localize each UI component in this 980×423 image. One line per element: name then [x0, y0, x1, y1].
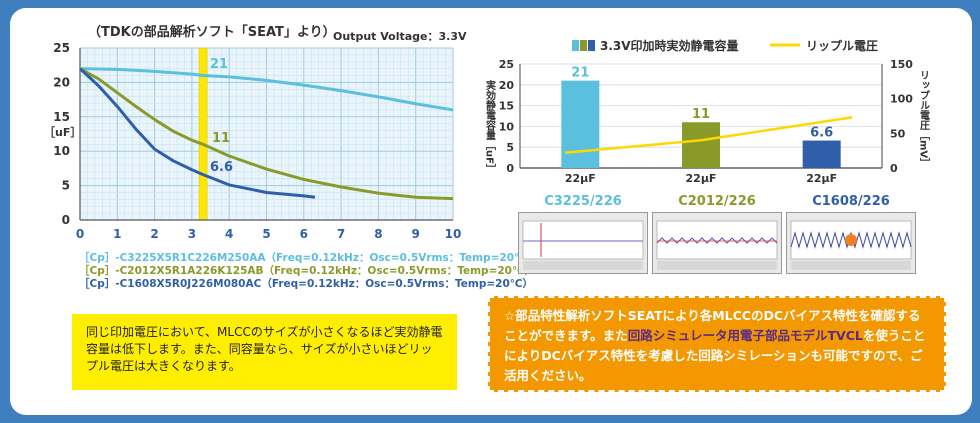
left-chart-series: 21 11 6.6: [78, 57, 454, 201]
note-seat-text-2: を使うことによりDCバイアス特性を考慮した回路シミレーションも可能ですので、ご活…: [504, 328, 926, 383]
x-tick-label: 5: [262, 227, 270, 241]
y-tick-label: 25: [53, 41, 70, 55]
x-tick-label: 4: [225, 227, 233, 241]
note-seat-software: ☆部品特性解析ソフトSEATにより各MLCCのDCバイアス特性を確認することがで…: [488, 296, 946, 392]
x-tick-label: 10: [445, 227, 462, 241]
legend-c2012: ［Cp］-C2012X5R1A226K125AB（Freq=0.12kHz：Os…: [79, 264, 535, 277]
series-line-1: [79, 67, 454, 201]
y-tick-label: 10: [53, 144, 70, 158]
left-chart-title: （TDKの部品解析ソフト「SEAT」より）: [88, 24, 336, 40]
x-tick-label: 2: [150, 227, 158, 241]
note-seat-link-tvcl[interactable]: 回路シミュレータ用電子部品モデルTVCL: [627, 328, 863, 343]
x-tick-label: 3: [188, 227, 196, 241]
series-value-label: 21: [210, 57, 228, 72]
series-value-label: 11: [212, 131, 230, 146]
scope-title-c1608: C1608/226: [812, 194, 890, 209]
x-tick-label: 6: [300, 227, 308, 241]
output-voltage-label: Output Voltage：3.3V: [333, 30, 467, 43]
left-chart-ticks: 0 1 2 3 4 5 6 7 8 9 10 0 5 10 15 20 25: [53, 41, 461, 241]
note-size-effect-text: 同じ印加電圧において、MLCCのサイズが小さくなるほど実効静電容量は低下します。…: [86, 325, 443, 373]
waveform-c1608: [790, 220, 912, 270]
scope-title-c2012: C2012/226: [678, 194, 756, 209]
x-tick-label: 0: [76, 227, 84, 241]
y-tick-label: 5: [62, 179, 70, 193]
x-tick-label: 1: [113, 227, 121, 241]
legend-c3225: ［Cp］-C3225X5R1C226M250AA（Freq=0.12kHz：Os…: [79, 251, 537, 264]
series-line-0: [79, 67, 454, 112]
series-line-2: [78, 67, 316, 199]
y-tick-label: 20: [53, 75, 70, 89]
scope-image-c2012: [652, 212, 782, 274]
x-tick-label: 7: [337, 227, 345, 241]
y-tick-label: 0: [62, 213, 70, 227]
x-tick-label: 8: [374, 227, 382, 241]
waveform-c3225: [522, 220, 644, 270]
legend-c1608: ［Cp］-C1608X5R0J226M080AC（Freq=0.12kHz：Os…: [79, 277, 533, 290]
series-value-label: 6.6: [210, 160, 233, 175]
left-chart-ylabel: ［uF］: [44, 125, 81, 139]
x-tick-label: 9: [412, 227, 420, 241]
scope-image-c3225: [518, 212, 648, 274]
scope-image-c1608: [786, 212, 916, 274]
note-seat-text-1: ☆部品特性解析ソフトSEATにより各MLCCのDCバイアス特性を確認することがで…: [504, 308, 921, 343]
note-size-effect: 同じ印加電圧において、MLCCのサイズが小さくなるほど実効静電容量は低下します。…: [72, 314, 457, 390]
scope-title-c3225: C3225/226: [544, 194, 622, 209]
waveform-c2012: [656, 220, 778, 270]
y-tick-label: 15: [53, 110, 70, 124]
